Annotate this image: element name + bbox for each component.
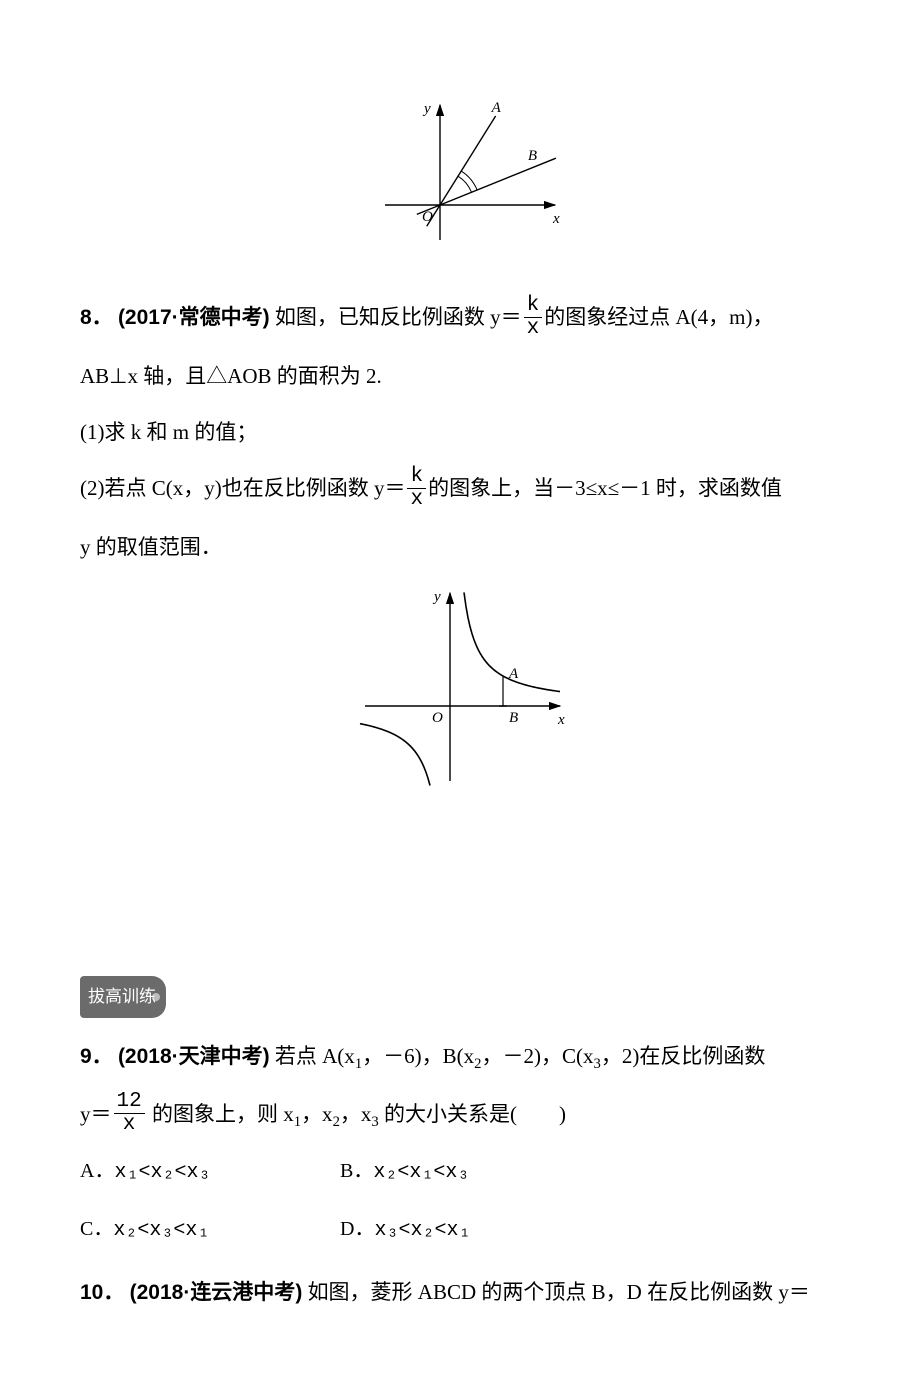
q9-options: A．x₁<x₂<x₃ B．x₂<x₁<x₃ C．x₂<x₃<x₁ D．x₃<x₂…: [80, 1150, 840, 1252]
q9-src-cn: 天津中考: [179, 1045, 263, 1068]
question-9: 9． (2018·天津中考) 若点 A(x1，－6)，B(x2，－2)，C(x3…: [80, 1034, 840, 1080]
q8-text-2: 的图象经过点 A(4，m)，: [544, 305, 773, 329]
q8-src-cn: 常德中考: [179, 306, 263, 329]
question-10: 10． (2018·连云港中考) 如图，菱形 ABCD 的两个顶点 B，D 在反…: [80, 1270, 840, 1315]
svg-text:y: y: [432, 589, 441, 605]
svg-text:A: A: [508, 666, 519, 682]
q8-text-1: 如图，已知反比例函数 y＝: [275, 305, 522, 329]
svg-text:A: A: [491, 100, 502, 116]
q9-src-close: ): [263, 1045, 270, 1068]
svg-text:B: B: [509, 710, 518, 726]
q9-option-d: D．x₃<x₂<x₁: [340, 1208, 590, 1252]
q9-t1: 若点 A(x1，－6)，B(x2，－2)，C(x3，2)在反比例函数: [275, 1044, 765, 1068]
q8-p2-frac: kx: [407, 466, 426, 511]
q9-number: 9．: [80, 1045, 113, 1068]
q10-number: 10．: [80, 1281, 124, 1304]
q9-line2: y＝12x 的图象上，则 x1，x2，x3 的大小关系是( ): [80, 1092, 840, 1139]
section-tag-label: 拔高训练: [80, 976, 166, 1018]
svg-text:y: y: [422, 101, 431, 117]
q9-option-c: C．x₂<x₃<x₁: [80, 1208, 330, 1252]
q8-number: 8．: [80, 306, 113, 329]
q9-option-a: A．x₁<x₂<x₃: [80, 1150, 330, 1194]
q9-src-year: (2018·: [118, 1045, 179, 1068]
q9-frac: 12x: [114, 1091, 145, 1136]
q9-option-b: B．x₂<x₁<x₃: [340, 1150, 590, 1194]
q8-part2: (2)若点 C(x，y)也在反比例函数 y＝kx的图象上，当－3≤x≤－1 时，…: [80, 466, 840, 513]
q8-p2b: 的图象上，当－3≤x≤－1 时，求函数值: [428, 476, 782, 500]
q10-text: 如图，菱形 ABCD 的两个顶点 B，D 在反比例函数 y＝: [308, 1280, 810, 1304]
q10-src-year: (2018·: [130, 1281, 191, 1304]
q8-part1: (1)求 k 和 m 的值；: [80, 410, 840, 454]
svg-text:x: x: [552, 211, 560, 227]
q8-src-year: (2017·: [118, 306, 179, 329]
svg-text:O: O: [422, 209, 433, 225]
svg-text:O: O: [432, 710, 443, 726]
svg-text:B: B: [528, 148, 537, 164]
question-8: 8． (2017·常德中考) 如图，已知反比例函数 y＝kx的图象经过点 A(4…: [80, 295, 840, 342]
figure-q8: Ox y A B: [80, 581, 840, 806]
q10-src-close: ): [295, 1281, 302, 1304]
figure-q8-svg: Ox y A B: [345, 581, 575, 791]
q10-src-cn: 连云港中考: [190, 1281, 295, 1304]
q8-p2c: y 的取值范围．: [80, 525, 840, 569]
figure-q7-svg: Ox y A B: [345, 90, 575, 260]
q8-frac: kx: [524, 295, 543, 340]
spacer: [80, 826, 840, 946]
q8-src-close: ): [263, 306, 270, 329]
q8-p2a: (2)若点 C(x，y)也在反比例函数 y＝: [80, 476, 405, 500]
figure-q7: Ox y A B: [80, 90, 840, 275]
svg-text:x: x: [557, 712, 565, 728]
section-tag-advanced: 拔高训练: [80, 946, 840, 1034]
q8-line2: AB⊥x 轴，且△AOB 的面积为 2.: [80, 354, 840, 398]
